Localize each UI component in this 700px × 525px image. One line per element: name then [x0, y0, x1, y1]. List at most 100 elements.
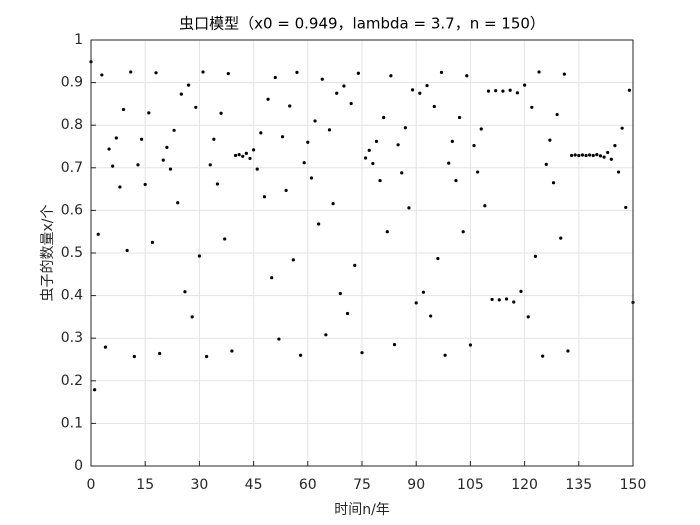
point [598, 154, 603, 158]
point [624, 205, 628, 210]
ticks: 0 15 30 45 60 75 90 105 120 135 150 0 0.1 0.2 0.3 0.4 0.… [61, 32, 647, 493]
point [591, 153, 595, 158]
point [114, 136, 118, 140]
point [96, 232, 100, 236]
x-axis-label: 时间n/年 [334, 502, 390, 518]
point [205, 354, 209, 359]
point [147, 111, 151, 115]
point [324, 333, 328, 337]
point [233, 153, 238, 158]
point [530, 105, 534, 109]
point [392, 342, 397, 347]
markers [89, 60, 635, 392]
point [439, 70, 444, 74]
point [555, 112, 559, 117]
point [129, 70, 133, 74]
point [103, 345, 108, 349]
point [215, 182, 220, 186]
point [284, 188, 288, 192]
point [342, 84, 346, 88]
point [519, 289, 523, 293]
point [450, 139, 454, 143]
point [371, 161, 375, 166]
point [457, 115, 462, 120]
point [327, 128, 332, 132]
x-tick-label: 120 [511, 477, 538, 493]
point [273, 75, 277, 80]
point [338, 291, 342, 296]
point [396, 143, 400, 147]
point [219, 111, 223, 115]
point [537, 70, 541, 74]
point [421, 290, 426, 294]
point [432, 104, 436, 109]
point [241, 154, 245, 158]
point [382, 115, 386, 120]
point [588, 153, 592, 157]
point [566, 349, 570, 353]
point [176, 201, 180, 205]
point [201, 70, 205, 74]
point [486, 89, 491, 93]
y-tick-label: 0.1 [61, 415, 83, 431]
point [154, 71, 158, 75]
point [280, 135, 285, 139]
point [125, 248, 129, 253]
point [580, 153, 585, 157]
point [523, 83, 527, 87]
point [291, 258, 295, 262]
point [472, 144, 476, 148]
point [262, 195, 267, 199]
point [414, 301, 418, 305]
point [331, 201, 335, 206]
point [252, 148, 256, 152]
point [223, 237, 227, 241]
point [168, 167, 173, 171]
point [533, 254, 538, 259]
point [306, 140, 310, 144]
point [302, 161, 306, 165]
x-tick-label: 0 [87, 477, 96, 493]
point [468, 343, 472, 347]
point [512, 300, 516, 304]
point [255, 167, 259, 171]
point [504, 297, 509, 301]
point [461, 230, 465, 234]
point [367, 148, 371, 152]
point [244, 151, 248, 155]
chart-title: 虫口模型（x0 = 0.949，lambda = 3.7，n = 150） [179, 15, 545, 33]
point [443, 353, 447, 357]
point [136, 163, 140, 167]
point [425, 83, 429, 88]
point [577, 153, 581, 158]
point [501, 89, 505, 93]
point [609, 157, 613, 161]
point [179, 92, 183, 96]
point [526, 315, 530, 319]
y-tick-label: 0 [74, 458, 83, 474]
point [360, 351, 364, 355]
point [569, 153, 574, 158]
point [436, 256, 440, 261]
x-tick-label: 30 [190, 477, 208, 493]
point [573, 153, 577, 157]
point [190, 315, 194, 319]
point [515, 91, 519, 95]
point [418, 91, 422, 95]
point [378, 178, 382, 183]
point [172, 128, 176, 132]
point [483, 204, 487, 208]
point [400, 171, 404, 175]
point [551, 181, 556, 185]
point [548, 138, 552, 142]
point [100, 73, 104, 77]
point [158, 351, 162, 356]
point [248, 156, 252, 161]
point [320, 77, 324, 81]
point [111, 164, 115, 168]
point [454, 178, 458, 183]
point [602, 155, 606, 159]
point [288, 104, 292, 108]
x-tick-label: 45 [245, 477, 263, 493]
